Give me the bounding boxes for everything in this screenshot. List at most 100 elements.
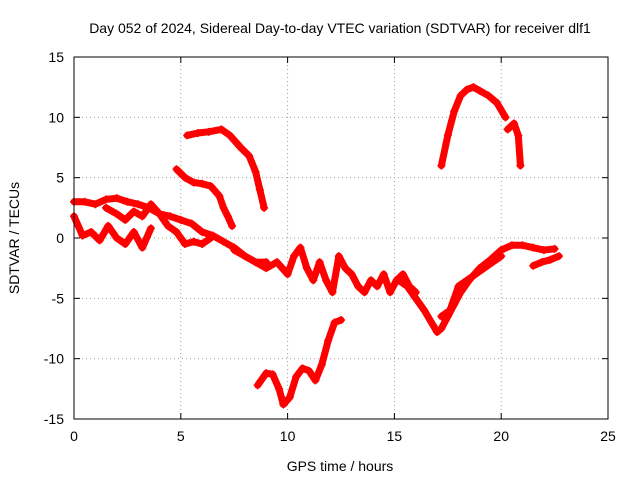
y-tick-label: 10	[48, 109, 64, 125]
y-tick-label: 15	[48, 49, 64, 65]
series-line	[504, 119, 524, 170]
data-point	[497, 252, 506, 261]
y-tick-label: -10	[44, 351, 64, 367]
series-line	[183, 125, 268, 212]
data-point	[433, 328, 442, 337]
data-point	[240, 252, 249, 261]
data-point	[260, 203, 269, 212]
data-point	[347, 270, 356, 279]
series-arc-mid	[230, 243, 420, 297]
series-line	[529, 252, 563, 270]
data-point	[529, 261, 538, 270]
series-line	[254, 316, 345, 409]
data-point	[176, 215, 185, 224]
y-tick-label: -5	[52, 290, 65, 306]
data-point	[123, 197, 132, 206]
data-point	[268, 370, 277, 379]
data-point	[204, 127, 213, 136]
data-point	[80, 197, 89, 206]
data-point	[386, 288, 395, 297]
data-point	[146, 224, 155, 233]
data-point	[292, 372, 301, 381]
data-point	[206, 182, 215, 191]
data-point	[437, 161, 446, 170]
data-point	[398, 270, 407, 279]
data-point	[379, 270, 388, 279]
data-point	[172, 165, 181, 174]
data-point	[251, 167, 260, 176]
data-point	[253, 381, 262, 390]
data-point	[121, 240, 130, 249]
data-point	[366, 276, 375, 285]
data-point	[134, 200, 143, 209]
series-line	[395, 241, 559, 336]
data-point	[463, 276, 472, 285]
data-point	[112, 209, 121, 218]
data-series	[70, 83, 563, 409]
series-arc-dip-2	[437, 252, 506, 321]
data-point	[102, 195, 111, 204]
data-point	[228, 221, 237, 230]
data-point	[463, 85, 472, 94]
axis-ticks: 0 5 10 15 20 25 -15 -10 -5 0 5 10 15	[44, 49, 616, 444]
data-point	[183, 131, 192, 140]
data-point	[302, 264, 311, 273]
x-tick-label: 15	[387, 428, 403, 444]
data-point	[298, 364, 307, 373]
series-arc-high	[437, 83, 510, 170]
data-point	[518, 241, 527, 250]
data-point	[529, 243, 538, 252]
data-point	[539, 246, 548, 255]
data-point	[181, 173, 190, 182]
data-point	[503, 125, 512, 134]
series-arc-upper-2	[172, 165, 237, 230]
x-axis-label: GPS time / hours	[287, 458, 394, 474]
data-point	[262, 264, 271, 273]
y-tick-label: 5	[56, 170, 64, 186]
data-point	[354, 282, 363, 291]
data-point	[91, 200, 100, 209]
data-point	[507, 241, 516, 250]
data-point	[138, 212, 147, 221]
data-point	[198, 227, 207, 236]
data-point	[223, 212, 232, 221]
series-arc-dip	[394, 241, 559, 337]
data-point	[328, 288, 337, 297]
data-point	[403, 282, 412, 291]
data-point	[121, 215, 130, 224]
data-point	[428, 320, 437, 329]
data-point	[309, 276, 318, 285]
data-point	[454, 282, 463, 291]
series-arc-main-2	[70, 212, 155, 252]
data-point	[283, 270, 292, 279]
data-point	[102, 203, 111, 212]
data-point	[360, 288, 369, 297]
data-point	[330, 318, 339, 327]
data-point	[341, 264, 350, 273]
data-point	[279, 400, 288, 409]
grid	[74, 57, 608, 419]
data-point	[198, 240, 207, 249]
data-point	[104, 221, 113, 230]
data-point	[492, 98, 501, 107]
data-point	[285, 393, 294, 402]
data-point	[219, 203, 228, 212]
data-point	[225, 131, 234, 140]
data-point	[537, 258, 546, 267]
data-point	[290, 252, 299, 261]
data-point	[236, 143, 245, 152]
series-line	[70, 212, 155, 252]
data-point	[337, 316, 345, 325]
data-point	[189, 178, 198, 187]
data-point	[251, 258, 260, 267]
plot-frame	[73, 56, 609, 420]
data-point	[411, 294, 420, 303]
data-point	[78, 231, 87, 240]
data-point	[112, 194, 121, 203]
data-point	[129, 207, 138, 216]
data-point	[315, 258, 324, 267]
data-point	[317, 360, 326, 369]
x-tick-label: 25	[600, 428, 616, 444]
data-point	[501, 113, 510, 122]
x-tick-label: 0	[70, 428, 78, 444]
